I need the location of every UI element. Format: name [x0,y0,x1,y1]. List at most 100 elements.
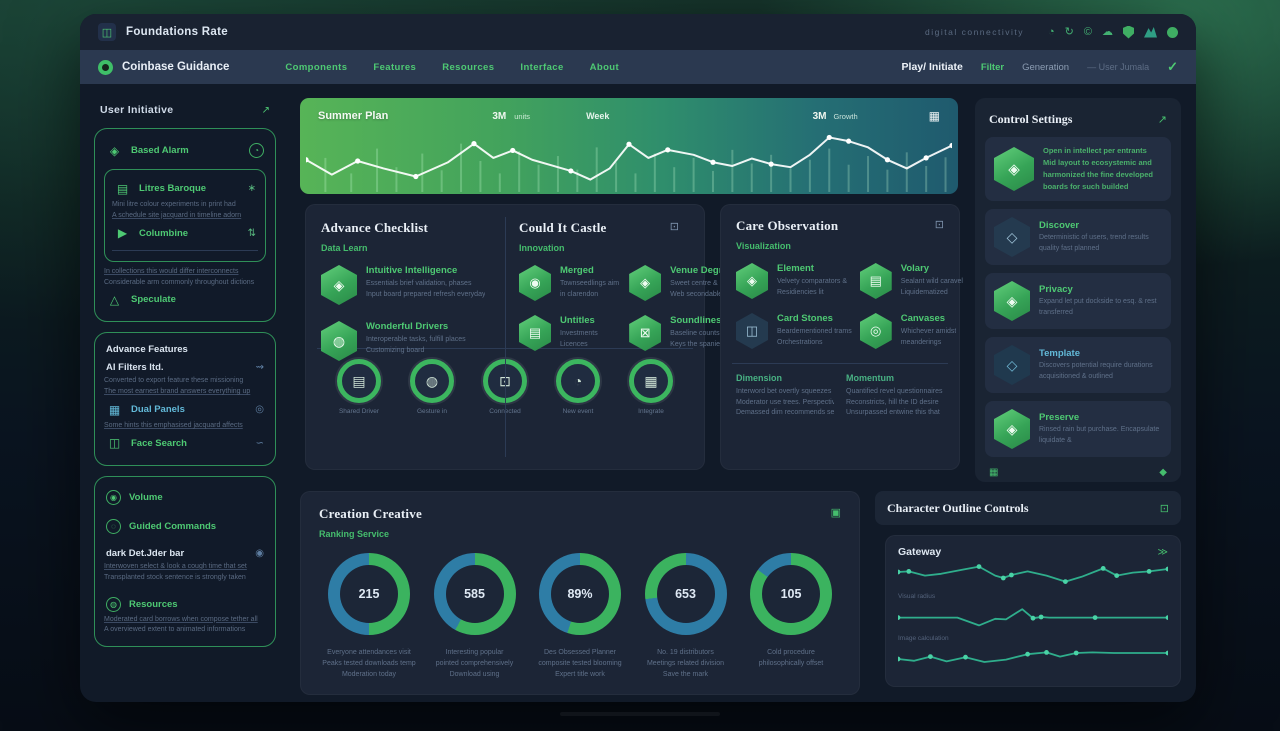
donut-gauge[interactable]: 105 Cold procedure philosophically offse… [741,553,841,681]
grid-icon[interactable]: ▦ [989,467,999,478]
setting-text: Open in intellect per entrants [1043,146,1147,155]
sparkle-icon[interactable]: ∗ [247,183,256,194]
feature-desc: Input board prepared refresh everyday [366,290,486,298]
feature-title: Card Stones [777,313,833,324]
feature-desc: Sealant wild caravel [900,278,963,285]
nav-item-features[interactable]: Features [373,61,417,73]
feature-item-element[interactable]: ◈ Element Velvety comparators & Residien… [736,263,852,299]
setting-item-template[interactable]: ◇ Template Discovers potential require d… [985,337,1171,393]
hexagon-icon: ▤ [519,315,551,351]
sidebar-item-columbine[interactable]: ▶ Columbine ⇅ [112,222,258,245]
feature-title: Wonderful Drivers [366,321,449,332]
feature-item-intuitive-intelligence[interactable]: ◈ Intuitive Intelligence Essentials brie… [321,265,495,305]
nav-item-about[interactable]: About [589,61,620,73]
banner-period-toggle[interactable]: Week [586,111,610,121]
copyright-icon[interactable]: © [1083,25,1092,38]
donut-gauge[interactable]: 89% Des Obsessed Planner composite teste… [530,553,630,681]
card-title: Gateway [898,546,942,558]
sidebar-item-ai-filters[interactable]: AI Filters ltd. ⇝ [104,359,266,376]
edit-icon[interactable]: ↗ [1157,114,1167,126]
donut-gauge[interactable]: 585 Interesting popular pointed comprehe… [425,553,525,681]
feature-item-canvases[interactable]: ◎ Canvases Whichever amidst meanderings [859,313,963,349]
feature-item-untitles[interactable]: ▤ Untitles Investments Licences [519,315,619,351]
nav-item-components[interactable]: Components [285,61,348,73]
quick-action-gesture[interactable]: ◍ Gesture in [400,359,464,415]
setting-desc: Expand let put dockside to esq. & rest [1039,297,1157,305]
cloud-icon[interactable]: ☁ [1102,25,1113,38]
dimension-column: Dimension Interword bet overtly squeezes… [736,373,834,419]
filter-button[interactable]: Filter [980,61,1005,73]
play-initiate-button[interactable]: Play/ Initiate [901,61,963,73]
calendar-icon[interactable]: ▦ [928,109,940,123]
sidebar-item-based-alarm[interactable]: ◈ Based Alarm ◔ [104,139,266,162]
expand-icon[interactable]: ⊡ [669,221,679,233]
divider [732,363,948,364]
feature-item-soundliness[interactable]: ⊠ Soundliness Baseline counts approves K… [629,315,750,351]
donut-gauge[interactable]: 653 No. 19 distributors Meetings related… [636,553,736,681]
setting-item-discover[interactable]: ◇ Discover Deterministic of users, trend… [985,209,1171,265]
quick-action-new-event[interactable]: ◔ New event [546,359,610,415]
quick-action-integrate[interactable]: ▦ Integrate [619,359,683,415]
banner-right-label: Growth [833,111,858,121]
sidebar-edit-icon[interactable]: ↗ [261,104,270,116]
donut-ring: 653 [644,553,727,635]
panel-footer: ▦ ◆ [985,465,1171,480]
feather-icon[interactable]: ⇝ [255,362,264,374]
sidebar-box-bottom: ◉ Volume ◌ Guided Commands dark Det.Jder… [94,475,276,648]
sidebar-item-speculate[interactable]: △ Speculate [104,288,266,311]
panel-toggle-icon[interactable]: ⊡ [1159,502,1169,515]
setting-title: Privacy [1039,283,1073,295]
setting-item-privacy[interactable]: ◈ Privacy Expand let put dockside to esq… [985,273,1171,329]
nav-item-resources[interactable]: Resources [442,61,495,73]
generation-button[interactable]: Generation [1022,61,1070,73]
sidebar-note: A overviewed extent to animated informat… [104,626,246,634]
sidebar-item-resources[interactable]: ◍ Resources [104,594,266,615]
record-icon[interactable]: ◉ [255,547,264,559]
sidebar-note: Some hints this emphasised jacquard affe… [104,422,243,430]
hexagon-icon: ◈ [994,281,1030,321]
feature-desc: Licences [560,340,588,348]
sidebar-item-guided-commands[interactable]: ◌ Guided Commands [104,516,266,537]
brand[interactable]: Coinbase Guidance [98,59,229,75]
donut-gauge[interactable]: 215 Everyone attendances visit Peaks tes… [319,553,419,681]
column-text: Moderator use trees. Perspective [736,398,834,406]
gem-icon[interactable]: ◆ [1159,467,1167,478]
user-label[interactable]: — User Jumala [1087,62,1150,72]
feature-item-card-stones[interactable]: ◫ Card Stones Beardementioned trams Orch… [736,313,852,349]
nav-item-interface[interactable]: Interface [520,61,564,73]
sidebar-item-face-search[interactable]: ◫ Face Search ∽ [104,432,266,455]
setting-item-preserve[interactable]: ◈ Preserve Rinsed rain but purchase. Enc… [985,401,1171,457]
sidebar-item-volume[interactable]: ◉ Volume [104,487,266,508]
app-window: ◫ Foundations Rate digital connectivity … [80,14,1196,702]
sidebar-item-litres-baroque[interactable]: ▤ Litres Baroque ∗ [112,177,258,200]
quick-action-shared-driver[interactable]: ▤ Shared Driver [327,359,391,415]
history-icon[interactable]: ◔ [1048,25,1055,38]
feature-item-merged[interactable]: ◉ Merged Townseedlings aim in clarendon [519,265,619,301]
hexagon-icon: ⊠ [629,315,662,351]
refresh-icon[interactable]: ↻ [1064,25,1074,38]
feature-item-venue-degrees[interactable]: ◈ Venue Degrees Sweet centre & impulse W… [629,265,750,301]
sort-icon[interactable]: ⇅ [247,227,256,239]
face-icon: ◫ [108,436,121,451]
sidebar-nested-box: ▤ Litres Baroque ∗ Mini litre colour exp… [104,169,266,262]
banner-title: Summer Plan [318,110,389,122]
shield-icon[interactable] [1123,25,1134,39]
alarm-badge-icon[interactable]: ◔ [249,143,264,158]
donut-value: 215 [340,565,398,623]
peak-icon[interactable] [1144,27,1157,38]
check-icon[interactable]: ✓ [1167,59,1178,74]
target-icon[interactable]: ◎ [255,404,264,416]
camera-icon[interactable]: ▣ [830,507,841,519]
feature-desc: Customizing board [366,346,425,354]
wave-icon[interactable]: ∽ [255,437,264,449]
feature-item-wonderful-drivers[interactable]: ◍ Wonderful Drivers Interoperable tasks,… [321,321,495,361]
more-icon[interactable]: ≫ [1157,546,1168,558]
sidebar-note: A schedule site jacquard in timeline ado… [112,211,242,219]
expand-icon[interactable]: ⊡ [934,219,944,231]
hexagon-icon: ◍ [321,321,357,361]
sparkline-chart-2 [898,602,1168,632]
feature-item-volary[interactable]: ▤ Volary Sealant wild caravel Liquidemat… [859,263,963,299]
sidebar-item-dual-panels[interactable]: ▦ Dual Panels ◎ [104,398,266,421]
setting-item-highlight[interactable]: ◈ Open in intellect per entrants Mid lay… [985,137,1171,201]
status-dot-icon[interactable] [1167,26,1178,38]
